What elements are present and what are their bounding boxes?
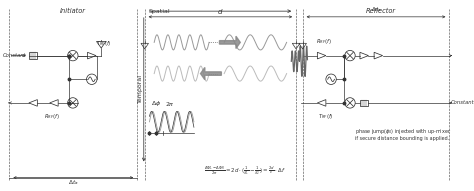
Text: if secure distance bounding is applied.: if secure distance bounding is applied. — [355, 136, 449, 141]
Text: Constant: Constant — [451, 100, 474, 105]
Text: $\Delta t_a$: $\Delta t_a$ — [68, 179, 79, 188]
Text: $T_{RF}(f)$: $T_{RF}(f)$ — [97, 39, 112, 48]
Text: d: d — [218, 9, 223, 15]
Text: Constant: Constant — [3, 53, 27, 58]
Text: $2\pi$: $2\pi$ — [164, 100, 174, 108]
Polygon shape — [201, 67, 221, 80]
Text: $\Delta t_a$: $\Delta t_a$ — [371, 5, 381, 14]
Text: Temporal: Temporal — [137, 74, 143, 103]
Text: $\frac{\Delta\Phi_1 - \Delta\Phi_R}{2\pi} = 2d \cdot (\frac{1}{\lambda_1} - \fra: $\frac{\Delta\Phi_1 - \Delta\Phi_R}{2\pi… — [204, 164, 286, 176]
Text: phase jump($\phi_0$) injected with up-mixer: phase jump($\phi_0$) injected with up-mi… — [355, 127, 451, 136]
Text: $R_{RF}(f)$: $R_{RF}(f)$ — [316, 37, 332, 46]
Bar — [29, 52, 37, 59]
Text: Reflector: Reflector — [365, 8, 396, 14]
Text: Spatial: Spatial — [148, 9, 170, 14]
Text: $\Delta\phi$: $\Delta\phi$ — [151, 99, 162, 108]
Text: $T_{RF}(f)$: $T_{RF}(f)$ — [318, 112, 333, 121]
Text: Initiator: Initiator — [60, 8, 86, 14]
Text: $R_{RF}(f)$: $R_{RF}(f)$ — [44, 112, 60, 121]
Bar — [360, 100, 368, 106]
Polygon shape — [219, 36, 240, 49]
